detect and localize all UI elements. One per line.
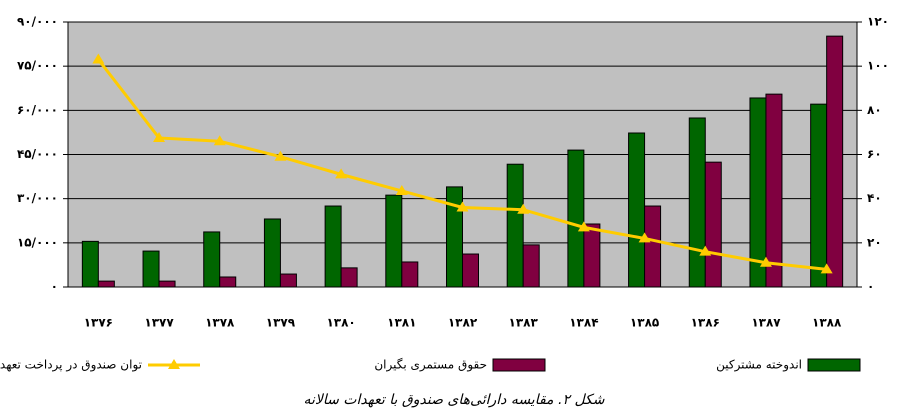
bar bbox=[704, 161, 722, 288]
y-tick-label: ۰ bbox=[51, 280, 58, 294]
marker bbox=[92, 53, 105, 64]
bar bbox=[97, 280, 115, 288]
x-tick-label: ۱۳۷۹ bbox=[266, 316, 296, 330]
marker bbox=[638, 232, 651, 243]
x-tick-label: ۱۳۸۳ bbox=[509, 316, 539, 330]
y2-tick-label: ۴۰ bbox=[867, 191, 882, 205]
x-tick-label: ۱۳۸۰ bbox=[326, 316, 355, 330]
bar bbox=[462, 253, 479, 288]
x-tick-label: ۱۳۷۶ bbox=[84, 316, 113, 330]
bar bbox=[203, 231, 221, 288]
x-tick-label: ۱۳۷۷ bbox=[144, 316, 174, 330]
y-tick-label: ۹۰/۰۰۰ bbox=[17, 15, 58, 29]
x-tick-label: ۱۳۸۴ bbox=[569, 316, 598, 330]
bar bbox=[385, 194, 403, 288]
bar bbox=[583, 223, 601, 288]
marker bbox=[335, 168, 348, 179]
bar bbox=[81, 240, 99, 288]
marker bbox=[213, 135, 226, 146]
legend-label: توان صندوق در پرداخت تعهدات (به ماه) bbox=[0, 358, 142, 373]
marker bbox=[699, 245, 712, 256]
bar bbox=[263, 218, 281, 288]
marker bbox=[759, 256, 772, 267]
legend-swatch bbox=[492, 358, 546, 372]
marker bbox=[517, 203, 530, 214]
marker bbox=[577, 221, 590, 232]
y2-tick-label: ۶۰ bbox=[867, 147, 882, 161]
legend-swatch bbox=[807, 358, 861, 372]
bar bbox=[765, 93, 783, 288]
bar bbox=[644, 205, 662, 288]
bar bbox=[446, 186, 463, 288]
x-tick-label: ۱۳۸۱ bbox=[387, 316, 416, 330]
x-tick-label: ۱۳۸۵ bbox=[630, 316, 659, 330]
y-tick-label: ۷۵/۰۰۰ bbox=[17, 59, 58, 73]
bar bbox=[628, 132, 646, 288]
marker bbox=[153, 131, 166, 142]
x-tick-label: ۱۳۸۸ bbox=[812, 316, 842, 330]
marker bbox=[456, 201, 469, 212]
bar bbox=[749, 97, 767, 288]
y-tick-label: ۶۰/۰۰۰ bbox=[17, 103, 58, 117]
y2-tick-label: ۱۲۰ bbox=[867, 15, 889, 29]
bar bbox=[567, 149, 585, 288]
bar bbox=[340, 267, 358, 288]
bar bbox=[688, 117, 706, 288]
x-tick-label: ۱۳۸۶ bbox=[691, 316, 720, 330]
bar bbox=[142, 250, 160, 288]
y-tick-label: ۱۵/۰۰۰ bbox=[17, 235, 58, 249]
bar bbox=[810, 103, 828, 288]
bar bbox=[401, 261, 419, 288]
legend-label: اندوخته مشترکین bbox=[716, 358, 802, 373]
marker bbox=[820, 263, 833, 274]
marker bbox=[274, 150, 287, 161]
legend-marker bbox=[168, 359, 180, 369]
x-tick-label: ۱۳۸۷ bbox=[751, 316, 781, 330]
bar bbox=[279, 273, 297, 288]
y-tick-label: ۴۵/۰۰۰ bbox=[17, 147, 58, 161]
bar bbox=[219, 276, 237, 288]
y2-tick-label: ۸۰ bbox=[867, 103, 882, 117]
bar bbox=[324, 205, 342, 288]
y2-tick-label: ۱۰۰ bbox=[867, 59, 889, 73]
y-tick-label: ۳۰/۰۰۰ bbox=[17, 191, 58, 205]
x-tick-label: ۱۳۸۲ bbox=[448, 316, 478, 330]
x-tick-label: ۱۳۷۸ bbox=[205, 316, 235, 330]
bar bbox=[506, 163, 524, 288]
legend-label: حقوق مستمری بگیران bbox=[374, 358, 487, 373]
bar bbox=[826, 35, 844, 288]
bar bbox=[522, 244, 540, 288]
y2-tick-label: ۰ bbox=[867, 280, 874, 294]
bar bbox=[158, 280, 176, 288]
marker bbox=[395, 184, 408, 195]
caption: شکل ۲. مقایسه دارائی‌های صندوق با تعهدات… bbox=[303, 392, 604, 408]
y2-tick-label: ۲۰ bbox=[867, 235, 882, 249]
